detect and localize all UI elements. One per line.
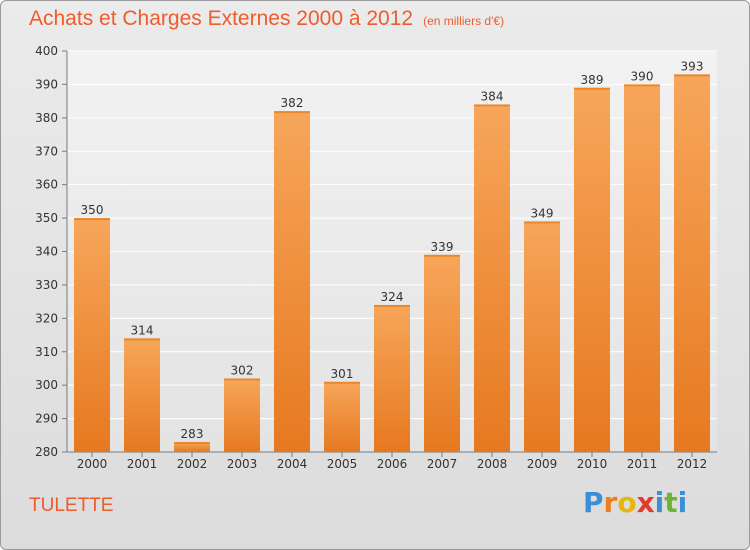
- data-label: 283: [181, 427, 204, 441]
- bar-top-edge: [574, 87, 610, 90]
- y-tick-label: 360: [35, 178, 58, 192]
- y-tick-label: 340: [35, 245, 58, 259]
- data-label: 350: [81, 203, 104, 217]
- logo-letter: i: [654, 486, 665, 519]
- data-label: 390: [631, 69, 654, 83]
- data-label: 349: [531, 206, 554, 220]
- bar: [624, 84, 660, 453]
- bar: [274, 111, 310, 453]
- data-label: 384: [481, 89, 504, 103]
- town-name: TULETTE: [29, 495, 114, 516]
- bar-top-edge: [474, 104, 510, 107]
- y-tick-label: 330: [35, 278, 58, 292]
- x-tick-label: 2002: [177, 457, 208, 471]
- y-tick-label: 290: [35, 412, 58, 426]
- bar: [374, 304, 410, 452]
- logo-letter: i: [677, 486, 688, 519]
- bar: [674, 74, 710, 453]
- bar-top-edge: [124, 338, 160, 341]
- bar: [424, 254, 460, 452]
- bar: [474, 104, 510, 452]
- data-label: 301: [331, 367, 354, 381]
- bar: [74, 218, 110, 452]
- logo-letter: r: [603, 486, 618, 519]
- chart-subtitle: (en milliers d'€): [423, 14, 505, 28]
- bar-top-edge: [374, 304, 410, 307]
- x-tick-label: 2011: [627, 457, 658, 471]
- bar: [574, 87, 610, 452]
- chart-title-block: Achats et Charges Externes 2000 à 2012 (e…: [29, 7, 504, 31]
- y-tick-label: 350: [35, 211, 58, 225]
- proxiti-logo[interactable]: Proxiti: [583, 486, 687, 519]
- logo-letter: x: [636, 486, 655, 519]
- x-tick-label: 2001: [127, 457, 158, 471]
- bar-top-edge: [324, 381, 360, 384]
- data-label: 382: [281, 96, 304, 110]
- chart-title: Achats et Charges Externes 2000 à 2012: [29, 7, 414, 30]
- bar: [224, 378, 260, 452]
- y-tick-label: 310: [35, 345, 58, 359]
- y-tick-label: 280: [35, 445, 58, 459]
- x-tick-label: 2006: [377, 457, 408, 471]
- y-tick-label: 380: [35, 111, 58, 125]
- logo-letter: P: [583, 486, 604, 519]
- y-tick-label: 400: [35, 44, 58, 58]
- bar: [324, 381, 360, 452]
- x-tick-label: 2010: [577, 457, 608, 471]
- bar-top-edge: [424, 254, 460, 257]
- bar-top-edge: [74, 218, 110, 221]
- x-tick-label: 2012: [677, 457, 708, 471]
- bar: [524, 221, 560, 452]
- bar-top-edge: [674, 74, 710, 77]
- y-tick-label: 300: [35, 378, 58, 392]
- data-label: 324: [381, 290, 404, 304]
- data-label: 314: [131, 323, 154, 337]
- data-label: 339: [431, 240, 454, 254]
- bar-top-edge: [224, 378, 260, 381]
- x-tick-label: 2004: [277, 457, 308, 471]
- x-tick-label: 2000: [77, 457, 108, 471]
- y-tick-label: 370: [35, 144, 58, 158]
- y-tick-label: 320: [35, 311, 58, 325]
- bar-top-edge: [174, 441, 210, 444]
- logo-letter: t: [664, 486, 678, 519]
- bar-top-edge: [524, 221, 560, 224]
- data-label: 389: [581, 73, 604, 87]
- data-label: 393: [681, 59, 704, 73]
- x-tick-label: 2003: [227, 457, 258, 471]
- x-tick-label: 2008: [477, 457, 508, 471]
- bar-top-edge: [274, 111, 310, 114]
- x-tick-label: 2009: [527, 457, 558, 471]
- data-label: 302: [231, 363, 254, 377]
- bar-top-edge: [624, 84, 660, 87]
- x-tick-label: 2007: [427, 457, 458, 471]
- logo-letter: o: [617, 486, 637, 519]
- bar: [124, 338, 160, 452]
- x-tick-label: 2005: [327, 457, 358, 471]
- y-tick-label: 390: [35, 77, 58, 91]
- bar: [174, 441, 210, 452]
